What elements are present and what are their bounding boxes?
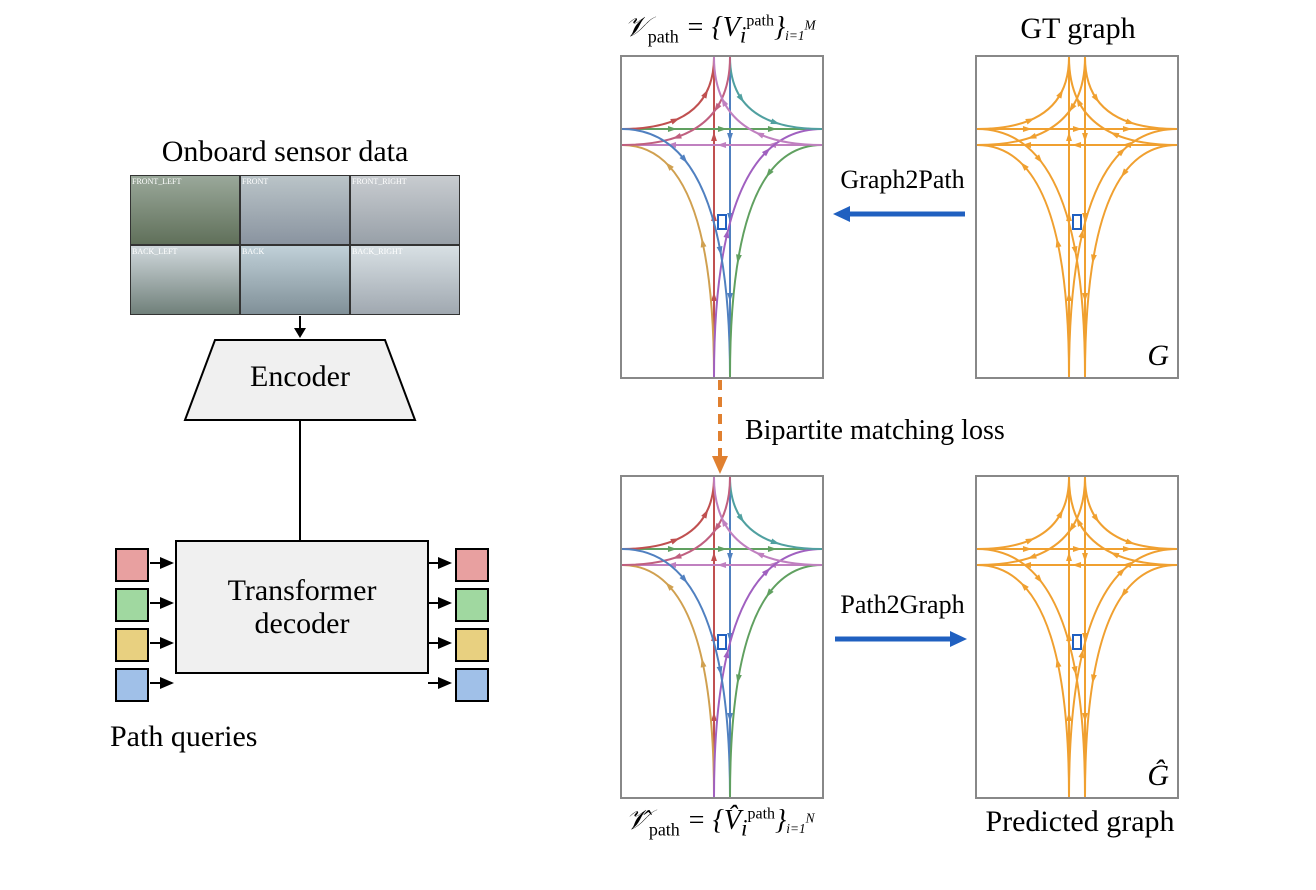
path2graph-arrow <box>830 625 970 653</box>
roadgraph-colored-top <box>622 57 822 377</box>
query-arrows <box>100 540 500 700</box>
pred-graph-text: Predicted graph <box>985 805 1174 838</box>
sensor-tile-fl: FRONT_LEFT <box>130 175 240 245</box>
sensor-tile-bl: BACK_LEFT <box>130 245 240 315</box>
graph2path-text: Graph2Path <box>840 165 964 194</box>
sensor-title: Onboard sensor data <box>135 135 435 169</box>
ghat-label: Ĝ <box>1147 759 1169 793</box>
roadgraph-orange-top <box>977 57 1177 377</box>
bipartite-text: Bipartite matching loss <box>745 415 1005 446</box>
path2graph-label: Path2Graph <box>835 590 970 620</box>
sensor-tile-f: FRONT <box>240 175 350 245</box>
bipartite-arrow <box>705 378 735 478</box>
g-label: G <box>1147 339 1169 373</box>
sensor-title-text: Onboard sensor data <box>162 135 409 168</box>
gt-graph-text: GT graph <box>1020 12 1135 45</box>
sensor-tile-label: BACK <box>242 247 264 256</box>
vpath-top-text: 𝒱path = {Vipath}i=1M <box>624 12 815 43</box>
encoder-decoder-line <box>290 420 310 545</box>
sensor-tile-label: BACK_RIGHT <box>352 247 403 256</box>
bipartite-label: Bipartite matching loss <box>745 415 1065 447</box>
encoder-label: Encoder <box>200 360 400 394</box>
roadgraph-colored-bot <box>622 477 822 797</box>
vpath-bot-text: 𝒱̂path = {V̂ipath}i=1N <box>625 805 814 836</box>
sensor-tile-fr: FRONT_RIGHT <box>350 175 460 245</box>
panel-bot-right: Ĝ <box>975 475 1179 799</box>
ghat-text: Ĝ <box>1147 759 1169 792</box>
sensor-tile-label: BACK_LEFT <box>132 247 177 256</box>
gt-graph-label: GT graph <box>988 12 1168 46</box>
roadgraph-orange-bot <box>977 477 1177 797</box>
sensor-tile-b: BACK <box>240 245 350 315</box>
sensor-tile-label: FRONT <box>242 177 268 186</box>
panel-bot-left <box>620 475 824 799</box>
path2graph-text: Path2Graph <box>840 590 964 619</box>
panel-top-left <box>620 55 824 379</box>
sensor-tile-label: FRONT_LEFT <box>132 177 181 186</box>
vpath-top-label: 𝒱path = {Vipath}i=1M <box>560 12 880 50</box>
vpath-bot-label: 𝒱̂path = {V̂ipath}i=1N <box>560 805 880 843</box>
graph2path-label: Graph2Path <box>835 165 970 195</box>
path-queries-text: Path queries <box>110 720 257 753</box>
encoder-text: Encoder <box>250 360 350 393</box>
sensor-tile-label: FRONT_RIGHT <box>352 177 407 186</box>
pred-graph-label: Predicted graph <box>950 805 1210 839</box>
graph2path-arrow <box>830 200 970 228</box>
path-queries-label: Path queries <box>110 720 330 754</box>
g-text: G <box>1147 339 1169 372</box>
sensor-grid: FRONT_LEFT FRONT FRONT_RIGHT BACK_LEFT B… <box>130 175 460 315</box>
arrow-sensor-encoder <box>290 316 310 340</box>
panel-top-right: G <box>975 55 1179 379</box>
sensor-tile-br: BACK_RIGHT <box>350 245 460 315</box>
